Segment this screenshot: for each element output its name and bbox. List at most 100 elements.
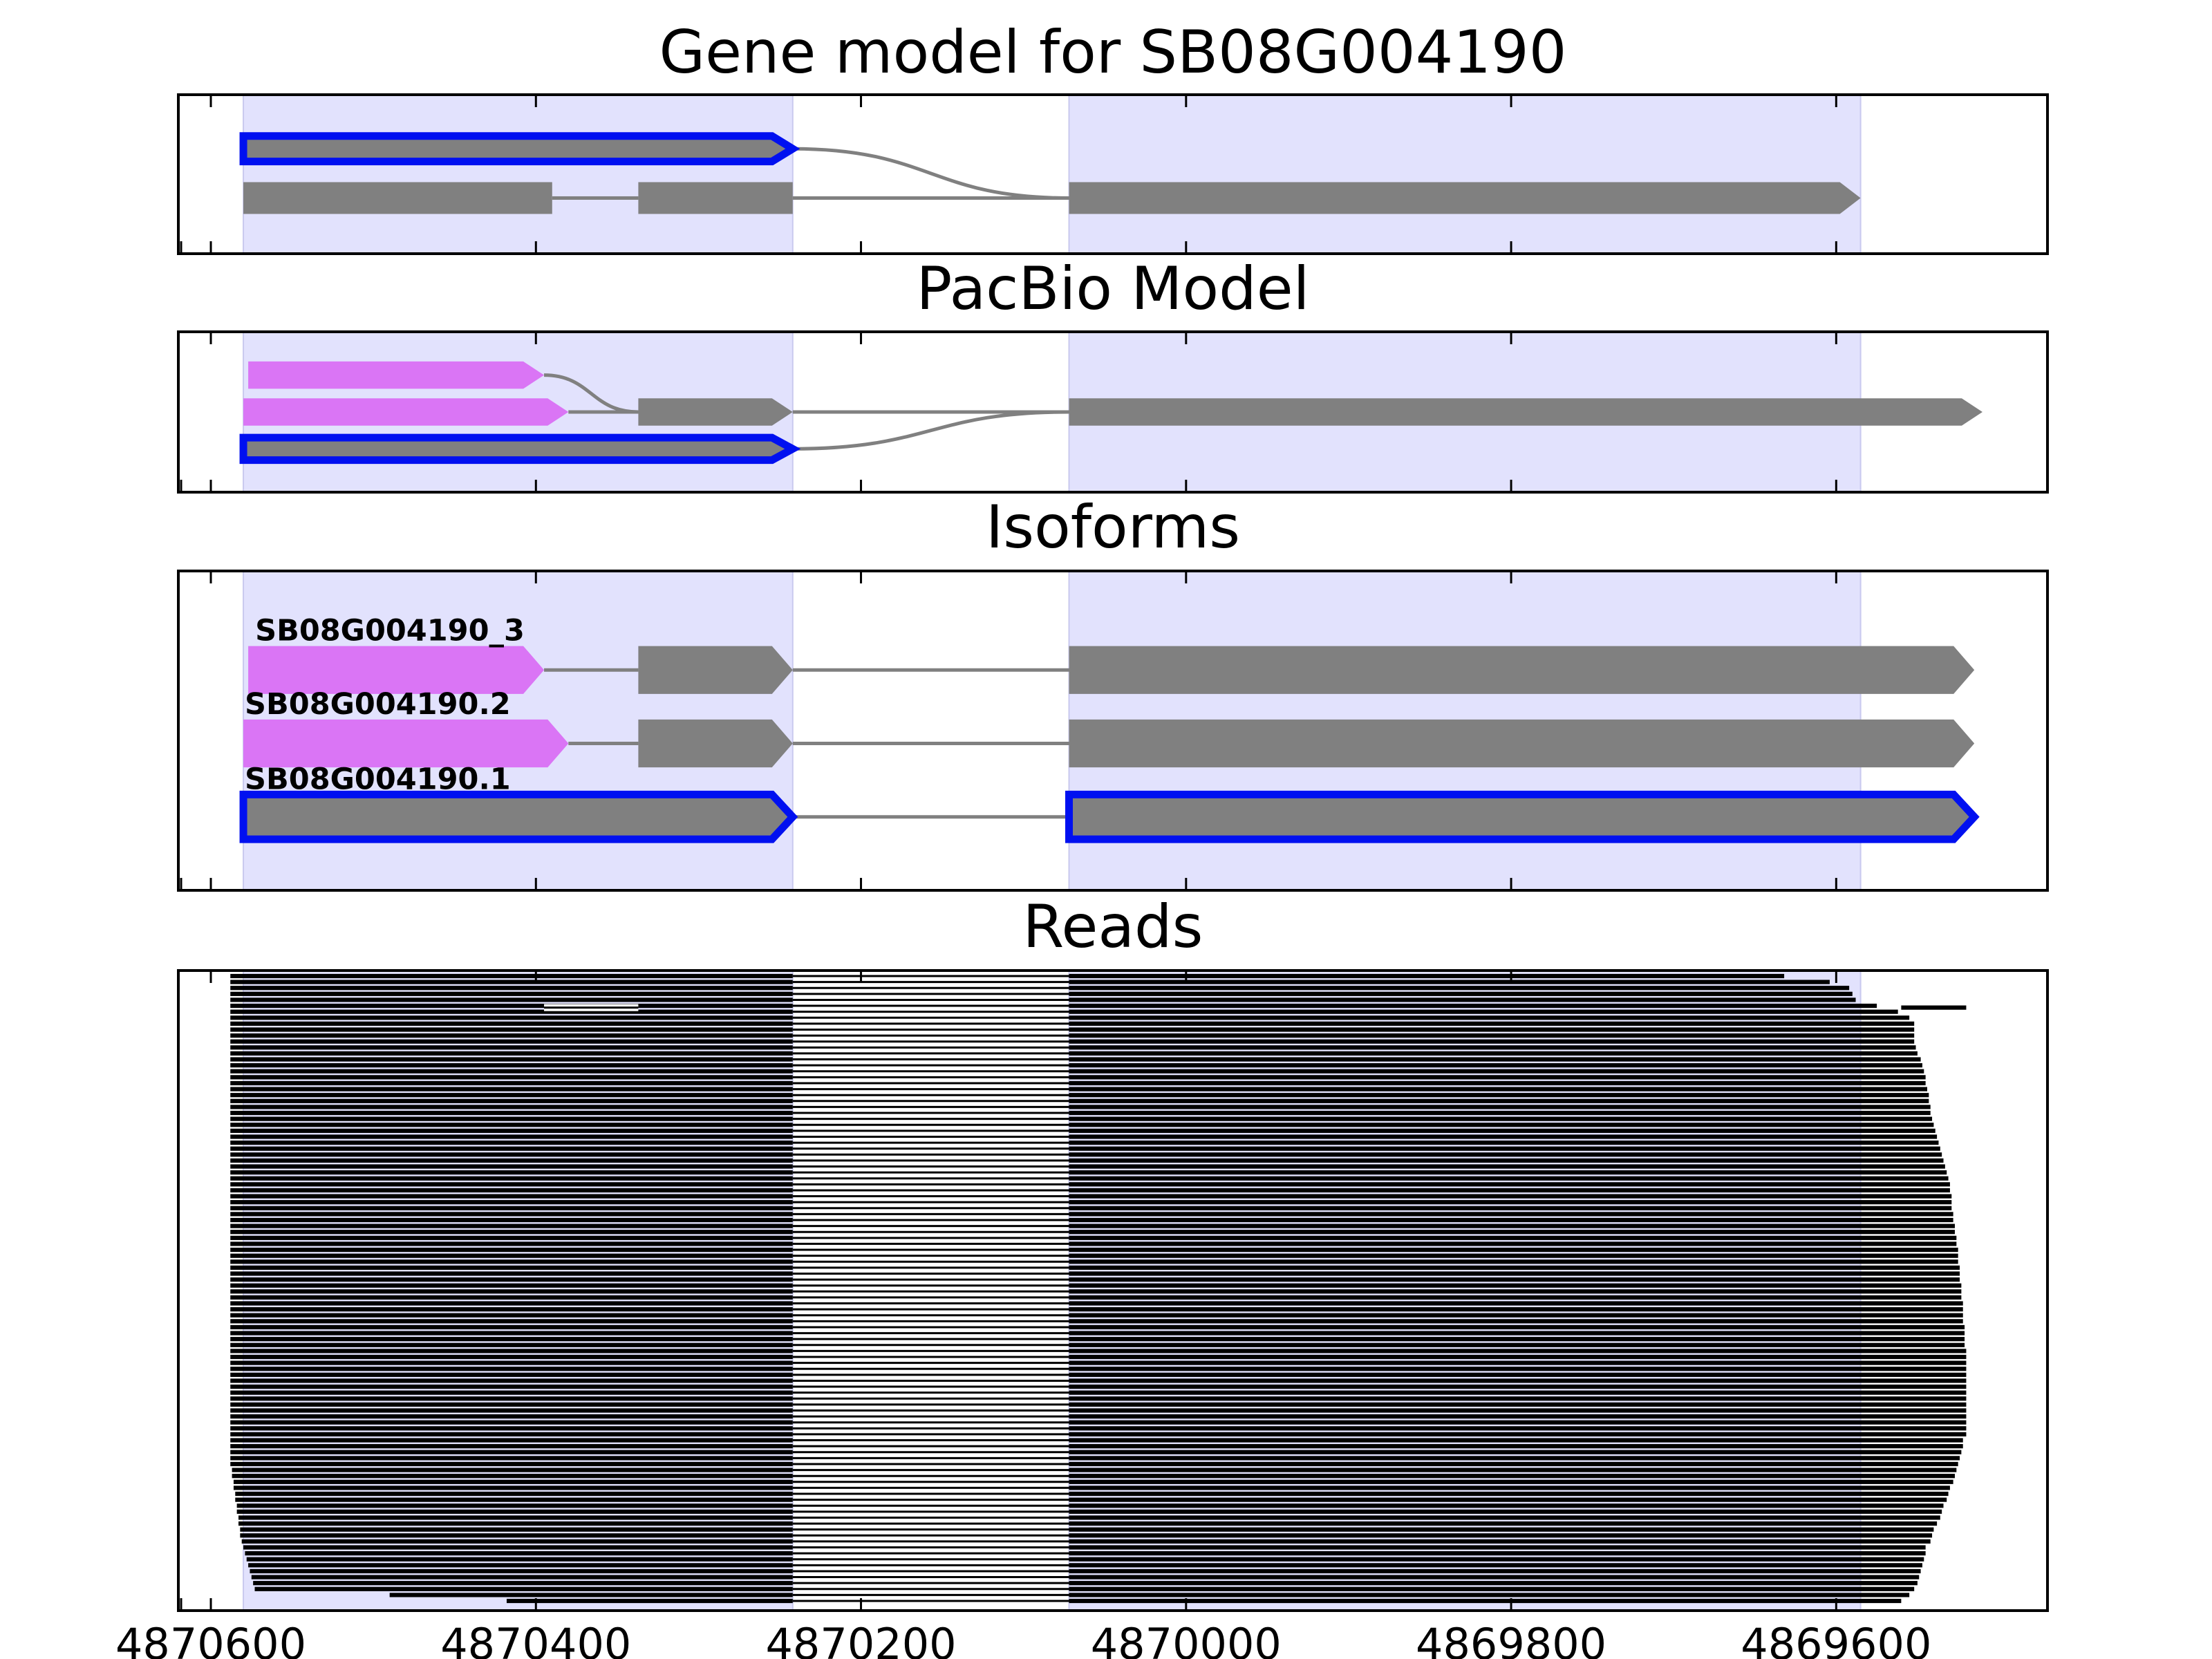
read-block: [1069, 1128, 1936, 1133]
x-tick-label: 4869600: [1741, 1619, 1931, 1659]
read-block: [1069, 1372, 1967, 1377]
read-block: [230, 1277, 793, 1282]
read-block: [230, 1301, 793, 1306]
read-block: [1069, 1241, 1957, 1246]
read-block: [1069, 1295, 1962, 1300]
read-block: [230, 1384, 793, 1389]
read-block: [230, 1206, 793, 1210]
read-block: [1069, 997, 1856, 1002]
selected-exon: [239, 790, 798, 843]
read-block: [1069, 1271, 1960, 1276]
read-block: [1069, 1354, 1967, 1360]
read-block: [230, 1134, 793, 1139]
read-block: [238, 1521, 793, 1526]
read-block: [1069, 1515, 1940, 1520]
read-block: [1069, 1509, 1942, 1514]
shaded-region: [243, 94, 794, 254]
x-tick-label: 4869800: [1416, 1619, 1606, 1659]
read-block: [241, 1539, 793, 1544]
read-block: [230, 1408, 793, 1413]
read-block: [1069, 1551, 1926, 1556]
read-block: [232, 1468, 793, 1472]
selected-exon: [239, 433, 801, 465]
read-block: [230, 1123, 793, 1127]
read-block: [1069, 1414, 1967, 1419]
read-block: [230, 1289, 793, 1294]
read-block: [230, 1265, 793, 1270]
read-block: [230, 1438, 793, 1443]
read-block: [254, 1586, 793, 1591]
read-block: [230, 1372, 793, 1377]
read-block: [251, 1575, 793, 1580]
read-block: [1069, 1337, 1965, 1342]
highlight-exon: [248, 361, 545, 389]
read-block: [230, 1402, 793, 1407]
read-block: [1069, 986, 1850, 991]
read-block: [1069, 1080, 1926, 1086]
read-block: [1069, 1521, 1938, 1526]
read-block: [1069, 1230, 1955, 1235]
read-block: [1069, 1575, 1920, 1580]
read-block: [1069, 1200, 1952, 1205]
read-block: [230, 1063, 793, 1068]
read-block: [1069, 991, 1853, 996]
x-tick-label: 4870600: [115, 1619, 306, 1659]
read-block: [230, 1021, 793, 1026]
panel-title: PacBio Model: [916, 254, 1309, 324]
read-block: [1069, 1283, 1962, 1288]
read-block: [236, 1503, 793, 1508]
read-block: [1069, 1396, 1967, 1401]
read-block: [230, 1098, 793, 1103]
read-block: [230, 1170, 793, 1175]
read-block: [243, 1545, 793, 1550]
read-block: [1069, 1331, 1965, 1335]
read-block: [230, 986, 793, 991]
panel-title: Isoforms: [986, 493, 1240, 562]
read-block: [230, 1093, 793, 1098]
read-block: [230, 1461, 793, 1467]
read-block: [230, 1176, 793, 1181]
selected-exon: [1065, 790, 1980, 843]
read-block: [230, 1152, 793, 1157]
read-block: [1069, 1444, 1963, 1449]
read-block: [230, 1009, 793, 1014]
read-block: [230, 1271, 793, 1276]
read-block: [1069, 1313, 1963, 1318]
read-block: [230, 1027, 793, 1032]
read-block: [1069, 1206, 1952, 1210]
read-block: [230, 1039, 793, 1044]
read-block: [230, 1349, 793, 1353]
x-tick-label: 4870000: [1091, 1619, 1282, 1659]
read-block: [1069, 1194, 1952, 1199]
read-block: [1069, 1253, 1958, 1258]
read-block: [1069, 1545, 1926, 1550]
read-block: [1069, 1461, 1958, 1467]
read-block: [230, 1188, 793, 1193]
intron-connector: [792, 410, 1069, 451]
read-block: [1069, 1581, 1918, 1586]
exon: [1069, 398, 1983, 426]
read-block: [1069, 1224, 1955, 1228]
read-block: [1069, 1027, 1915, 1032]
read-block: [1069, 1009, 1898, 1014]
read-block: [1069, 1217, 1953, 1223]
exon: [638, 398, 793, 426]
read-block: [1069, 1015, 1910, 1020]
read-block: [230, 1367, 793, 1371]
panel-title: Reads: [1023, 892, 1203, 962]
read-block: [1069, 1479, 1953, 1484]
read-block: [230, 980, 793, 984]
read-block: [1069, 1063, 1922, 1068]
read-block: [230, 1241, 793, 1246]
read-block: [230, 1378, 793, 1383]
read-block: [1069, 1235, 1957, 1240]
read-block: [230, 1337, 793, 1342]
read-block: [230, 1230, 793, 1235]
read-block: [1069, 1182, 1950, 1187]
read-block: [1069, 1402, 1967, 1407]
read-block: [1069, 1503, 1944, 1508]
read-block: [1069, 980, 1830, 984]
isoform-label: SB08G004190.1: [245, 762, 511, 796]
read-block: [230, 1420, 793, 1425]
read-block: [230, 1295, 793, 1300]
